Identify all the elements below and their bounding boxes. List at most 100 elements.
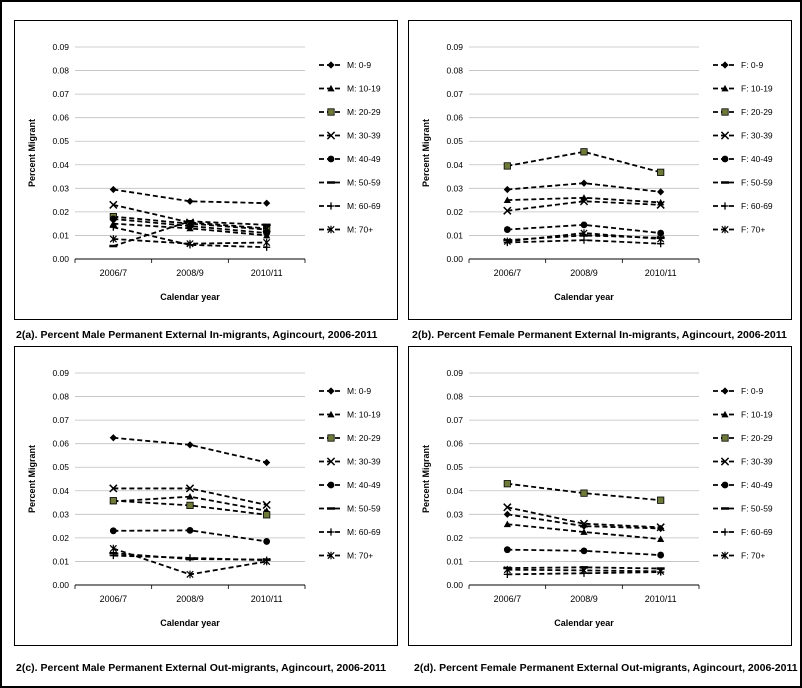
legend-label: M: 40-49 (347, 480, 381, 490)
legend-label: M: 60-69 (347, 201, 381, 211)
caption-2a: 2(a). Percent Male Permanent External In… (16, 329, 378, 341)
y-tick-label: 0.08 (446, 66, 463, 76)
series-m-40-49 (109, 526, 271, 545)
legend-label: M: 0-9 (347, 386, 371, 396)
legend-marker (721, 528, 729, 536)
series-m-70 (109, 235, 271, 248)
legend-label: M: 30-39 (347, 131, 381, 141)
data-point (109, 200, 118, 209)
series-line (113, 226, 267, 249)
data-point (580, 179, 588, 187)
x-tick-label: 2010/11 (251, 268, 283, 278)
legend-label: M: 60-69 (347, 527, 381, 537)
legend-marker (721, 155, 729, 163)
legend-marker (326, 457, 336, 466)
series-line (507, 200, 661, 212)
caption-2c: 2(c). Percent Male Permanent External Ou… (16, 662, 387, 674)
y-tick-label: 0.03 (52, 183, 69, 193)
y-tick-label: 0.04 (52, 486, 69, 496)
legend-marker (327, 410, 335, 418)
x-tick-label: 2006/7 (100, 268, 128, 278)
data-point (503, 185, 511, 194)
x-tick-label: 2006/7 (494, 268, 522, 278)
data-point (186, 239, 194, 248)
legend-label: M: 10-19 (347, 410, 381, 420)
data-point (580, 148, 588, 156)
series-f-10-19 (503, 194, 665, 206)
y-axis-label: Percent Migrant (27, 445, 37, 513)
y-tick-label: 0.06 (52, 439, 69, 449)
x-tick-label: 2010/11 (645, 594, 677, 604)
y-tick-label: 0.03 (52, 509, 69, 519)
legend-label: F: 30-39 (741, 457, 773, 467)
data-point (580, 489, 588, 497)
legend-item: M: 20-29 (319, 433, 381, 443)
legend-label: F: 50-59 (741, 504, 773, 514)
data-point (263, 199, 271, 207)
series-m-50-59 (109, 220, 271, 248)
series-m-40-49 (109, 215, 271, 237)
data-point (109, 497, 117, 505)
data-point (109, 434, 117, 442)
legend-item: F: 30-39 (713, 457, 773, 467)
y-tick-label: 0.05 (52, 136, 69, 146)
legend-item: M: 0-9 (319, 386, 371, 396)
data-point (263, 229, 271, 237)
legend-item: M: 0-9 (319, 60, 371, 70)
y-tick-label: 0.04 (446, 486, 463, 496)
data-point (657, 551, 665, 559)
legend-marker (327, 387, 335, 395)
data-point (503, 162, 511, 170)
y-tick-label: 0.09 (52, 42, 69, 52)
legend-item: F: 70+ (713, 225, 765, 235)
legend-marker (327, 61, 335, 69)
caption-2d: 2(d). Percent Female Permanent External … (414, 662, 798, 674)
x-tick-label: 2010/11 (251, 594, 283, 604)
chart-2d: 0.00 0.01 0.02 0.03 0.04 0.05 0.06 0.07 0.08 0.09… (421, 368, 773, 628)
legend-label: F: 0-9 (741, 386, 763, 396)
x-tick-label: 2008/9 (570, 594, 598, 604)
y-tick-label: 0.04 (52, 160, 69, 170)
data-point (503, 237, 511, 246)
legend-item: M: 30-39 (319, 457, 381, 467)
series-line (507, 232, 661, 243)
chart-panel-2d: 0.00 0.01 0.02 0.03 0.04 0.05 0.06 0.07 0.08 0.09… (408, 346, 792, 646)
legend-label: M: 70+ (347, 551, 373, 561)
caption-2b: 2(b). Percent Female Permanent External … (412, 329, 787, 341)
data-point (109, 551, 117, 560)
chart-2c: 0.00 0.01 0.02 0.03 0.04 0.05 0.06 0.07 0.08 0.09… (27, 368, 381, 628)
y-tick-label: 0.01 (52, 230, 69, 240)
data-point (109, 527, 117, 535)
legend-label: M: 20-29 (347, 107, 381, 117)
data-point (503, 196, 511, 203)
data-point (109, 223, 117, 231)
legend-label: M: 10-19 (347, 84, 381, 94)
data-point (186, 493, 194, 500)
data-point (656, 523, 665, 532)
data-point (109, 544, 117, 553)
data-point (185, 484, 195, 493)
y-tick-label: 0.01 (446, 230, 463, 240)
chart-panel-2b: 0.00 0.01 0.02 0.03 0.04 0.05 0.06 0.07 0.08 0.09… (408, 20, 792, 320)
data-point (580, 229, 588, 237)
legend-label: F: 20-29 (741, 433, 773, 443)
y-tick-label: 0.09 (446, 368, 463, 378)
series-m-60-69 (109, 551, 271, 564)
data-point (263, 557, 271, 566)
y-tick-label: 0.06 (446, 113, 463, 123)
legend-marker (721, 61, 729, 69)
legend-item: M: 10-19 (319, 410, 381, 420)
legend-label: F: 60-69 (741, 201, 773, 211)
legend-label: F: 70+ (741, 551, 765, 561)
data-point (186, 554, 194, 562)
legend-label: M: 50-59 (347, 504, 381, 514)
y-tick-label: 0.01 (52, 556, 69, 566)
x-tick-label: 2008/9 (570, 268, 598, 278)
legend-item: M: 30-39 (319, 131, 381, 141)
legend-marker (721, 551, 729, 560)
legend-label: F: 50-59 (741, 178, 773, 188)
y-tick-label: 0.04 (446, 160, 463, 170)
x-tick-label: 2008/9 (176, 594, 204, 604)
legend-label: M: 20-29 (347, 433, 381, 443)
